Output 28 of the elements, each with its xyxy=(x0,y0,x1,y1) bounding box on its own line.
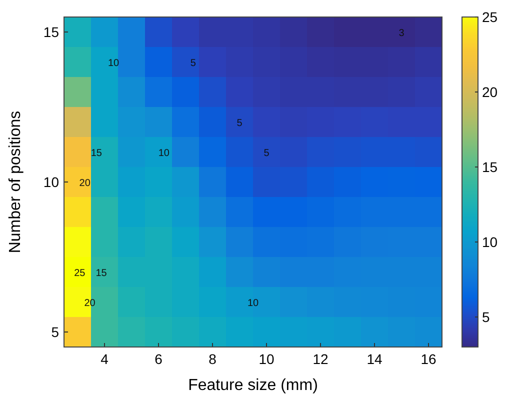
annotation: 5 xyxy=(264,148,270,159)
color-bar-label: 15 xyxy=(482,159,498,175)
x-tick-label: 16 xyxy=(420,351,436,367)
annotation: 15 xyxy=(96,268,108,279)
x-tick-label: 6 xyxy=(154,351,163,367)
annotation: 5 xyxy=(190,58,196,69)
x-tick-label: 4 xyxy=(100,351,109,367)
x-tick-label: 12 xyxy=(312,351,328,367)
annotation: 3 xyxy=(398,28,405,39)
y-tick-label: 10 xyxy=(43,174,60,190)
annotation: 20 xyxy=(79,178,91,189)
x-tick-label: 10 xyxy=(258,351,274,367)
annotation: 25 xyxy=(74,268,86,279)
annotation: 10 xyxy=(158,148,170,159)
annotation: 10 xyxy=(247,298,259,309)
x-axis-title: Feature size (mm) xyxy=(188,377,318,394)
y-tick-label: 5 xyxy=(51,324,60,340)
color-bar-label: 20 xyxy=(482,84,498,100)
x-tick-label: 8 xyxy=(208,351,217,367)
color-bar-label: 5 xyxy=(482,309,490,325)
x-tick-label: 14 xyxy=(366,351,382,367)
annotation: 15 xyxy=(90,148,102,159)
color-bar-label: 10 xyxy=(482,234,498,250)
y-axis-title: Number of positions xyxy=(7,110,24,254)
annotation: 5 xyxy=(236,118,243,129)
y-tick-label: 15 xyxy=(43,24,60,40)
annotation: 10 xyxy=(108,58,120,69)
color-bar-label: 25 xyxy=(482,9,498,25)
